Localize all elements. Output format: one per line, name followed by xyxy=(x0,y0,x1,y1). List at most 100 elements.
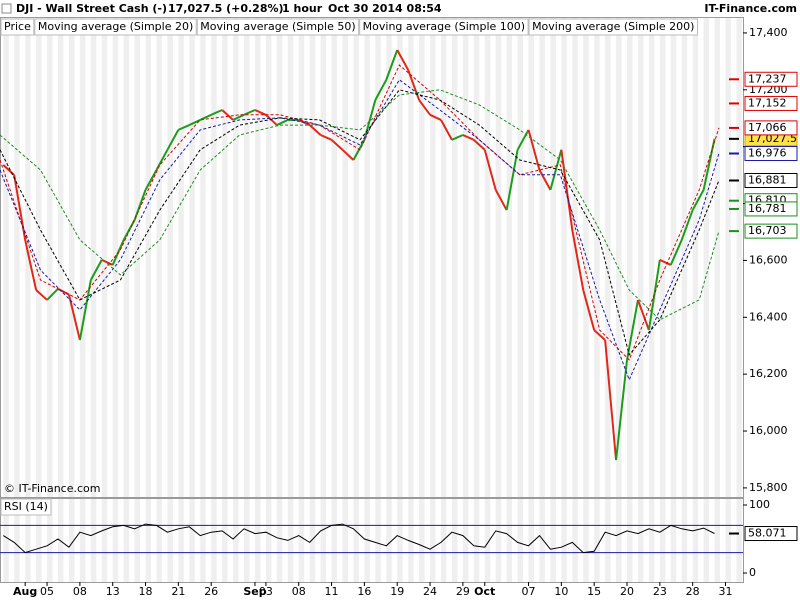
main-pane: 15,80016,00016,20016,40016,60016,80017,0… xyxy=(0,17,798,498)
legend-bg xyxy=(197,19,359,35)
price-segment xyxy=(89,259,103,281)
price-segment xyxy=(341,149,355,161)
price-segment xyxy=(483,149,497,191)
day-stripe xyxy=(331,498,338,582)
y-tick-label: 16,600 xyxy=(749,253,788,266)
price-segment xyxy=(451,134,464,141)
x-tick-label: 15 xyxy=(587,585,601,598)
price-segment xyxy=(177,124,190,131)
value-tag-label: 16,881 xyxy=(748,174,787,187)
day-stripe xyxy=(353,17,359,497)
day-stripe xyxy=(506,498,513,582)
day-stripe xyxy=(156,498,162,582)
price-segment xyxy=(35,289,48,301)
day-stripe xyxy=(495,17,502,497)
day-stripe xyxy=(298,17,305,497)
value-tag-label: 17,066 xyxy=(748,121,787,134)
day-stripe xyxy=(276,498,283,582)
day-stripe xyxy=(637,498,644,582)
day-stripe xyxy=(222,17,228,497)
day-stripe xyxy=(430,17,436,497)
y-tick-label: 16,200 xyxy=(749,367,788,380)
day-stripe xyxy=(681,17,688,497)
day-stripe xyxy=(36,498,42,582)
x-tick-label: 20 xyxy=(620,585,634,598)
day-stripe xyxy=(233,17,239,497)
day-stripe xyxy=(123,498,130,582)
legend-bg xyxy=(34,19,197,35)
price-segment xyxy=(24,239,38,291)
day-stripe xyxy=(265,17,272,497)
price-segment xyxy=(516,129,530,151)
day-stripe xyxy=(408,17,414,497)
value-tag-label: 16,976 xyxy=(748,146,787,159)
day-stripe xyxy=(561,17,567,497)
value-tag-label: 16,703 xyxy=(748,224,787,237)
value-tag-box xyxy=(744,173,798,189)
day-stripe xyxy=(47,498,53,582)
day-stripe xyxy=(736,17,742,497)
price-segment xyxy=(309,124,322,136)
day-stripe xyxy=(47,17,53,497)
x-tick-label: 21 xyxy=(171,585,185,598)
price-segment xyxy=(440,119,453,141)
day-stripe xyxy=(57,17,64,497)
day-stripe xyxy=(659,498,666,582)
day-stripe xyxy=(189,498,195,582)
day-stripe xyxy=(14,17,20,497)
day-stripe xyxy=(703,498,710,582)
day-stripe xyxy=(353,498,359,582)
day-stripe xyxy=(167,17,173,497)
day-stripe xyxy=(725,498,731,582)
day-stripe xyxy=(627,498,633,582)
day-stripe xyxy=(561,498,567,582)
legend-bg xyxy=(1,19,34,35)
price-segment xyxy=(221,109,234,121)
value-tag-box xyxy=(744,120,798,136)
legend-box xyxy=(196,18,360,36)
value-tag-box xyxy=(744,223,798,239)
day-stripe xyxy=(386,17,392,497)
symbol: DJI - Wall Street Cash (-) xyxy=(16,2,167,15)
price-segment xyxy=(505,149,519,211)
y-tick-label: 16,400 xyxy=(749,310,788,323)
day-stripe xyxy=(462,498,469,582)
day-stripe xyxy=(189,17,195,497)
price-segment xyxy=(320,134,332,141)
day-stripe xyxy=(200,17,206,497)
legend-box xyxy=(34,18,197,36)
day-stripe xyxy=(550,498,556,582)
price-segment xyxy=(330,139,344,151)
level-box xyxy=(744,95,798,111)
y-tick-label: 0 xyxy=(749,566,756,579)
level-label: 17,237 xyxy=(748,72,787,85)
price-segment xyxy=(582,289,596,331)
legend: Price Moving average (Simple 20) Moving av… xyxy=(0,18,698,516)
day-stripe xyxy=(714,17,721,497)
x-tick-label: 26 xyxy=(204,585,218,598)
day-stripe xyxy=(539,17,545,497)
price-segment xyxy=(560,149,574,231)
day-stripe xyxy=(430,498,436,582)
day-stripe xyxy=(462,17,469,497)
legend-entry: Price xyxy=(4,20,31,33)
day-stripe xyxy=(101,498,108,582)
day-stripe xyxy=(473,498,480,582)
day-stripe xyxy=(605,498,611,582)
x-tick-label: 29 xyxy=(456,585,470,598)
day-stripe xyxy=(287,17,294,497)
price-segment xyxy=(593,329,606,341)
day-stripe xyxy=(659,17,666,497)
day-stripe xyxy=(178,17,184,497)
legend-bg xyxy=(529,19,698,35)
x-tick-label: 18 xyxy=(139,585,153,598)
legend-entry: RSI (14) xyxy=(4,500,48,513)
quote: 17,027.5 (+0.28%) xyxy=(168,2,284,15)
day-stripe xyxy=(616,498,622,582)
pane-border xyxy=(0,17,744,498)
day-stripe xyxy=(112,498,119,582)
legend-entry: Moving average (Simple 200) xyxy=(532,20,694,33)
day-stripe xyxy=(495,498,502,582)
